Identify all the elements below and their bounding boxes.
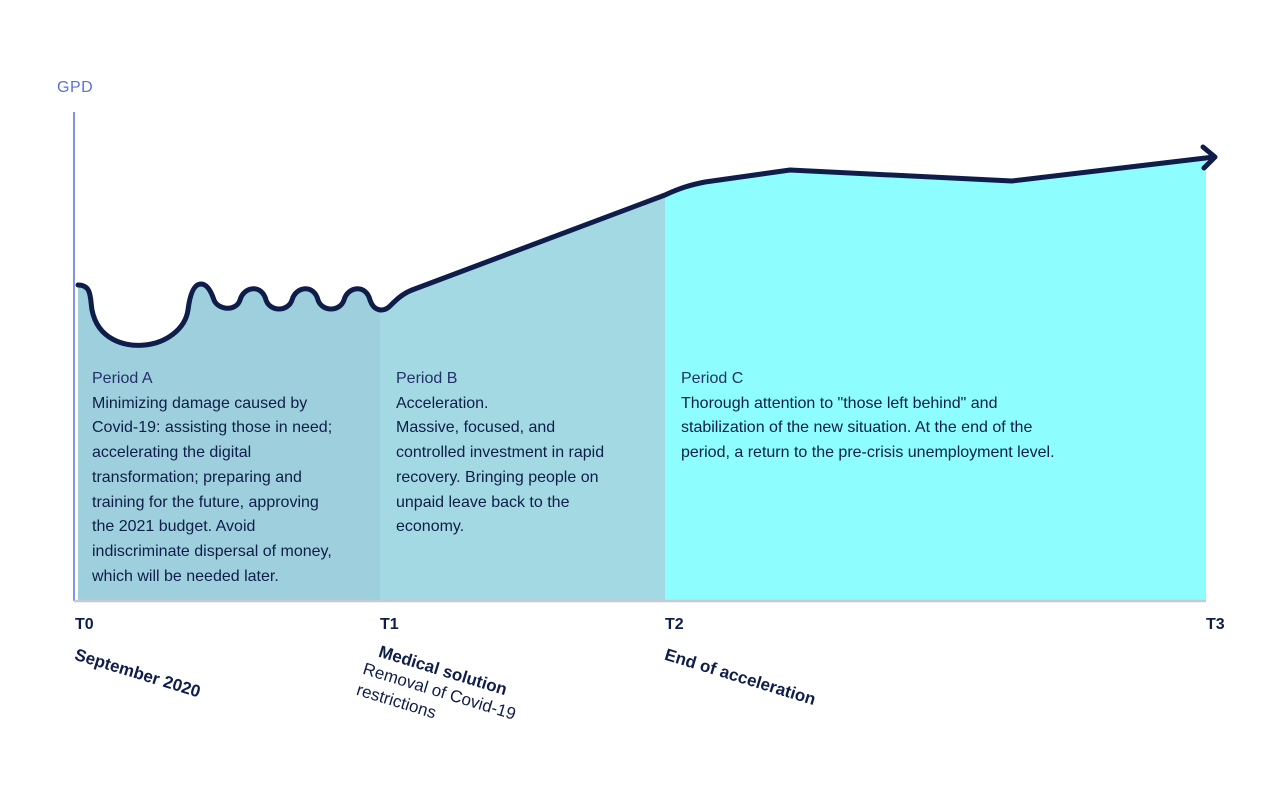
period-b-body: Acceleration. Massive, focused, and cont… xyxy=(396,394,605,536)
tick-t0: T0 xyxy=(75,616,94,633)
period-b-title: Period B xyxy=(396,370,458,387)
tick-t3: T3 xyxy=(1206,616,1225,633)
y-axis-label: GPD xyxy=(57,79,94,96)
tick-t2: T2 xyxy=(665,616,684,633)
period-b-area xyxy=(380,195,665,600)
period-c-area xyxy=(665,157,1206,600)
period-a-area xyxy=(78,284,380,600)
period-a-body: Minimizing damage caused by Covid-19: as… xyxy=(92,394,333,585)
arrow-head-icon xyxy=(1200,144,1218,171)
period-b-description: Period B Acceleration. Massive, focused,… xyxy=(396,367,658,540)
period-a-description: Period A Minimizing damage caused by Cov… xyxy=(92,367,372,589)
period-c-title: Period C xyxy=(681,370,744,387)
period-c-body: Thorough attention to "those left behind… xyxy=(681,394,1055,462)
period-a-title: Period A xyxy=(92,370,153,387)
gdp-curve xyxy=(75,154,1217,348)
tick-t1: T1 xyxy=(380,616,399,633)
period-c-description: Period C Thorough attention to "those le… xyxy=(681,367,1121,466)
